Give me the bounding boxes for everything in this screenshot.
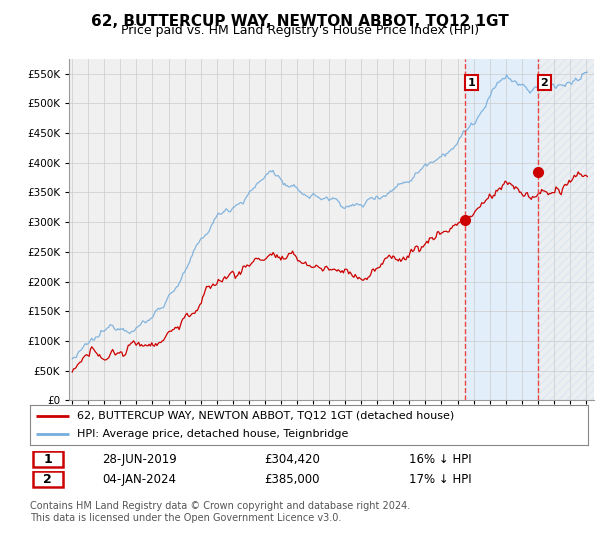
Text: 2: 2 xyxy=(43,473,52,486)
Text: 1: 1 xyxy=(43,452,52,466)
FancyBboxPatch shape xyxy=(33,451,64,467)
Text: 17% ↓ HPI: 17% ↓ HPI xyxy=(409,473,472,486)
Text: 62, BUTTERCUP WAY, NEWTON ABBOT, TQ12 1GT (detached house): 62, BUTTERCUP WAY, NEWTON ABBOT, TQ12 1G… xyxy=(77,411,455,421)
Text: Contains HM Land Registry data © Crown copyright and database right 2024.
This d: Contains HM Land Registry data © Crown c… xyxy=(30,501,410,523)
Text: HPI: Average price, detached house, Teignbridge: HPI: Average price, detached house, Teig… xyxy=(77,430,349,439)
Text: 04-JAN-2024: 04-JAN-2024 xyxy=(103,473,176,486)
Bar xyxy=(466,59,538,400)
Text: £304,420: £304,420 xyxy=(265,452,320,466)
Text: 16% ↓ HPI: 16% ↓ HPI xyxy=(409,452,472,466)
Text: £385,000: £385,000 xyxy=(265,473,320,486)
Text: 1: 1 xyxy=(468,78,476,88)
FancyBboxPatch shape xyxy=(33,472,64,487)
Bar xyxy=(538,59,594,400)
Text: 62, BUTTERCUP WAY, NEWTON ABBOT, TQ12 1GT: 62, BUTTERCUP WAY, NEWTON ABBOT, TQ12 1G… xyxy=(91,14,509,29)
Text: 28-JUN-2019: 28-JUN-2019 xyxy=(103,452,177,466)
Text: 2: 2 xyxy=(541,78,548,88)
Text: Price paid vs. HM Land Registry's House Price Index (HPI): Price paid vs. HM Land Registry's House … xyxy=(121,24,479,37)
